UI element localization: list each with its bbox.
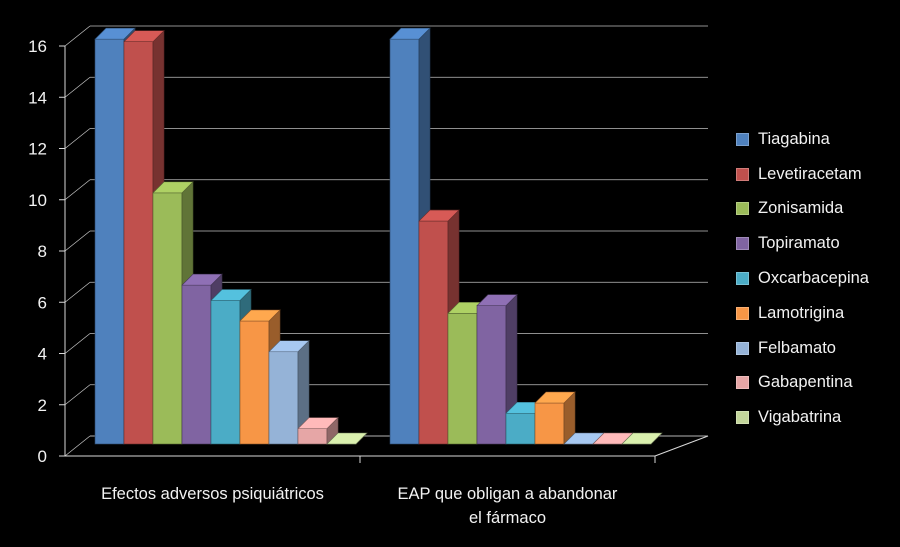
legend-label: Felbamato	[758, 338, 836, 357]
legend-item: Levetiracetam	[736, 157, 896, 192]
bar-front	[152, 192, 183, 445]
legend-item: Gabapentina	[736, 366, 896, 401]
bar-top	[268, 340, 310, 353]
legend-label: Zonisamida	[758, 199, 844, 218]
y-tick-label: 16	[28, 37, 47, 56]
bar-front	[418, 220, 449, 445]
x-tick-label: Efectos adversos psiquiátricos	[101, 485, 324, 503]
bar-top	[389, 27, 431, 40]
legend-item: Tiagabina	[736, 122, 896, 157]
bar-top	[239, 309, 281, 322]
bar-top	[534, 391, 576, 404]
bar-top	[326, 432, 368, 445]
bar-front	[181, 284, 212, 445]
legend-item: Zonisamida	[736, 192, 896, 227]
legend-label: Vigabatrina	[758, 408, 842, 427]
y-tick-label: 6	[38, 293, 47, 312]
legend-label: Levetiracetam	[758, 164, 862, 183]
legend-item: Topiramato	[736, 226, 896, 261]
bar-front	[534, 402, 565, 445]
side-gridline	[64, 179, 91, 201]
axis-labels: 0 2 4 6 8 10 12 14 16 Efectos adversos psiquiátri…	[28, 37, 618, 527]
bar-front	[123, 41, 154, 445]
legend: Tiagabina Levetiracetam Zonisamida Topirama…	[736, 122, 896, 435]
bar	[123, 29, 165, 445]
bar-top	[297, 417, 339, 429]
bar-top	[94, 27, 136, 40]
legend-swatch	[736, 306, 749, 320]
legend-label: Gabapentina	[758, 373, 853, 392]
bar-front	[94, 38, 125, 445]
side-gridline	[64, 128, 91, 149]
legend-swatch	[736, 167, 749, 181]
legend-label: Lamotrigina	[758, 303, 845, 322]
legend-swatch	[736, 411, 749, 425]
bar-front	[239, 320, 270, 445]
side-gridline	[64, 435, 91, 457]
side-gridline	[64, 230, 91, 252]
bar-front	[505, 412, 536, 445]
y-tick-label: 4	[38, 345, 47, 364]
legend-swatch	[736, 237, 749, 251]
y-tick-label: 10	[28, 191, 47, 210]
x-tick-label: el fármaco	[469, 509, 546, 527]
bar-front	[476, 305, 507, 445]
y-tick-label: 8	[38, 242, 47, 261]
legend-item: Vigabatrina	[736, 400, 896, 435]
bar-top	[476, 294, 518, 306]
y-tick-label: 12	[28, 140, 47, 159]
side-gridline	[64, 25, 91, 47]
side-gridline	[64, 333, 91, 354]
bar-front	[268, 351, 299, 445]
legend-item: Felbamato	[736, 331, 896, 366]
bar	[621, 432, 663, 445]
legend-swatch	[736, 341, 749, 355]
bar-front	[210, 300, 241, 445]
bar-top	[210, 289, 252, 301]
side-gridline	[64, 384, 91, 406]
bars	[94, 27, 663, 445]
bar	[326, 432, 368, 445]
legend-swatch	[736, 132, 749, 146]
x-tick-label: EAP que obligan a abandonar	[398, 485, 618, 503]
legend-item: Lamotrigina	[736, 296, 896, 331]
y-tick-label: 14	[28, 88, 47, 107]
bar-top	[621, 432, 663, 445]
legend-label: Tiagabina	[758, 129, 830, 148]
bar-top	[152, 181, 194, 194]
legend-swatch	[736, 376, 749, 390]
bar-front	[297, 428, 328, 445]
legend-item: Oxcarbacepina	[736, 261, 896, 296]
legend-swatch	[736, 272, 749, 286]
side-gridline	[64, 281, 91, 303]
bar-top	[123, 30, 165, 42]
legend-swatch	[736, 202, 749, 216]
bar-front	[447, 313, 478, 445]
bar-top	[418, 209, 460, 222]
bar	[268, 340, 310, 445]
legend-label: Oxcarbacepina	[758, 269, 869, 288]
bar	[534, 391, 576, 445]
side-gridline	[64, 76, 91, 98]
bar	[297, 416, 339, 445]
bar-front	[389, 38, 420, 445]
y-tick-label: 0	[38, 447, 47, 466]
bar-top	[181, 273, 223, 286]
floor-edge	[654, 435, 709, 457]
legend-label: Topiramato	[758, 234, 840, 253]
y-tick-label: 2	[38, 396, 47, 415]
